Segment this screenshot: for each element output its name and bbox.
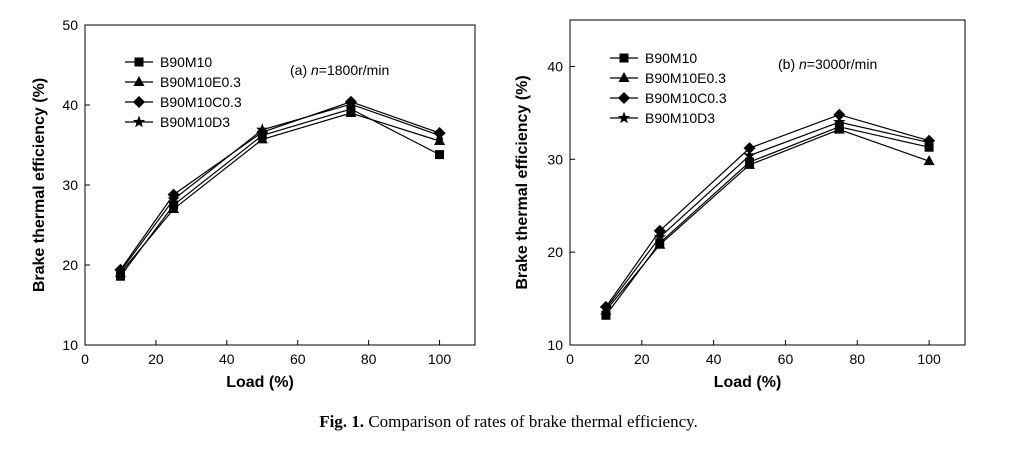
y-tick-label: 10 <box>62 337 78 353</box>
data-point-triangle <box>744 158 756 169</box>
y-tick-label: 30 <box>547 151 563 167</box>
y-tick-label: 30 <box>62 177 78 193</box>
series-B90M10 <box>601 122 934 320</box>
legend-marker-diamond <box>618 92 630 104</box>
x-tick-label: 60 <box>290 351 306 367</box>
y-tick-label: 50 <box>62 17 78 33</box>
x-tick-label: 100 <box>428 351 452 367</box>
annotation-prefix: (b) <box>778 56 799 72</box>
legend-marker-diamond <box>133 96 145 108</box>
legend-marker-star <box>617 111 631 124</box>
data-point-star <box>433 128 446 141</box>
x-tick-label: 20 <box>634 351 650 367</box>
series-line <box>605 126 930 316</box>
legend-marker-triangle <box>133 76 145 86</box>
data-point-triangle <box>256 133 268 144</box>
figure-caption: Fig. 1. Comparison of rates of brake the… <box>0 412 1017 432</box>
y-tick-label: 40 <box>62 97 78 113</box>
data-point-diamond <box>743 142 756 155</box>
data-point-triangle <box>654 238 666 249</box>
data-point-star <box>653 230 666 243</box>
data-point-triangle <box>833 123 845 134</box>
data-point-star <box>833 115 846 128</box>
plot-frame <box>569 19 966 346</box>
x-tick-label: 0 <box>566 351 574 367</box>
annotation-variable: n <box>311 62 319 78</box>
legend-label: B90M10E0.3 <box>160 74 241 90</box>
legend-label: B90M10C0.3 <box>645 90 727 106</box>
x-axis-title: Load (%) <box>226 374 294 391</box>
legend-label: B90M10E0.3 <box>645 70 726 86</box>
legend-label: B90M10D3 <box>160 114 230 130</box>
data-point-triangle <box>345 107 357 117</box>
annotation-variable: n <box>799 56 807 72</box>
y-axis-title: Brake thermal efficiency (%) <box>31 78 48 292</box>
data-point-star <box>743 149 756 161</box>
data-point-star <box>344 97 358 110</box>
legend: B90M10 B90M10E0.3 B90M10C0.3 B90M10D3 <box>125 54 242 130</box>
data-point-square <box>601 310 611 320</box>
y-tick-label: 20 <box>62 257 78 273</box>
x-tick-label: 20 <box>148 351 164 367</box>
series-line <box>605 121 930 310</box>
legend-marker-triangle <box>618 72 630 82</box>
data-point-star <box>599 302 613 315</box>
x-axis-title: Load (%) <box>714 374 782 391</box>
data-point-triangle <box>434 135 446 145</box>
series-line <box>605 128 930 312</box>
data-point-star <box>922 136 936 148</box>
caption-text: Comparison of rates of brake thermal eff… <box>368 412 698 431</box>
data-point-diamond <box>833 108 846 121</box>
y-tick-label: 40 <box>547 58 563 74</box>
chart-panel-b: 0 20 40 60 80 100 10 20 30 40 Load (%) Brake therma… <box>514 19 966 391</box>
legend-label: B90M10C0.3 <box>160 94 242 110</box>
series-B90M10D3 <box>114 97 446 277</box>
caption-label: Fig. 1. <box>319 412 365 431</box>
legend: B90M10 B90M10E0.3 B90M10C0.3 B90M10D3 <box>610 50 727 126</box>
x-tick-label: 60 <box>778 351 794 367</box>
legend-label: B90M10 <box>645 50 697 66</box>
legend-label: B90M10 <box>160 54 212 70</box>
legend-label: B90M10D3 <box>645 110 715 126</box>
series-B90M10C0.3 <box>599 108 936 313</box>
series-line <box>119 112 440 274</box>
x-tick-label: 0 <box>81 351 89 367</box>
data-point-star <box>114 264 127 277</box>
annotation-prefix: (a) <box>290 62 311 78</box>
series-B90M10E0.3 <box>600 123 935 315</box>
y-axis-title: Brake thermal efficiency (%) <box>514 75 531 289</box>
speed-annotation: (b) n=3000r/min <box>778 56 877 72</box>
legend-marker-star <box>132 115 146 128</box>
legend-marker-square <box>619 53 629 63</box>
data-point-star <box>256 123 269 136</box>
y-tick-label: 20 <box>547 244 563 260</box>
plot-frame <box>84 24 476 346</box>
annotation-value: =1800r/min <box>319 62 389 78</box>
speed-annotation: (a) n=1800r/min <box>290 62 389 78</box>
y-tick-label: 10 <box>547 337 563 353</box>
x-tick-label: 40 <box>219 351 235 367</box>
data-point-square <box>924 142 934 152</box>
series-B90M10 <box>115 104 445 281</box>
legend-marker-square <box>134 57 144 67</box>
annotation-value: =3000r/min <box>807 56 877 72</box>
x-tick-label: 40 <box>706 351 722 367</box>
data-point-triangle <box>923 155 935 166</box>
data-point-star <box>167 192 180 205</box>
x-tick-label: 100 <box>917 351 941 367</box>
data-point-triangle <box>168 203 180 213</box>
chart-panel-a: 0 20 40 60 80 100 10 20 30 40 50 Load (%) Brake ther… <box>31 17 476 391</box>
data-point-square <box>435 150 445 160</box>
x-tick-label: 80 <box>849 351 865 367</box>
series-B90M10D3 <box>599 115 936 315</box>
x-tick-label: 80 <box>361 351 377 367</box>
